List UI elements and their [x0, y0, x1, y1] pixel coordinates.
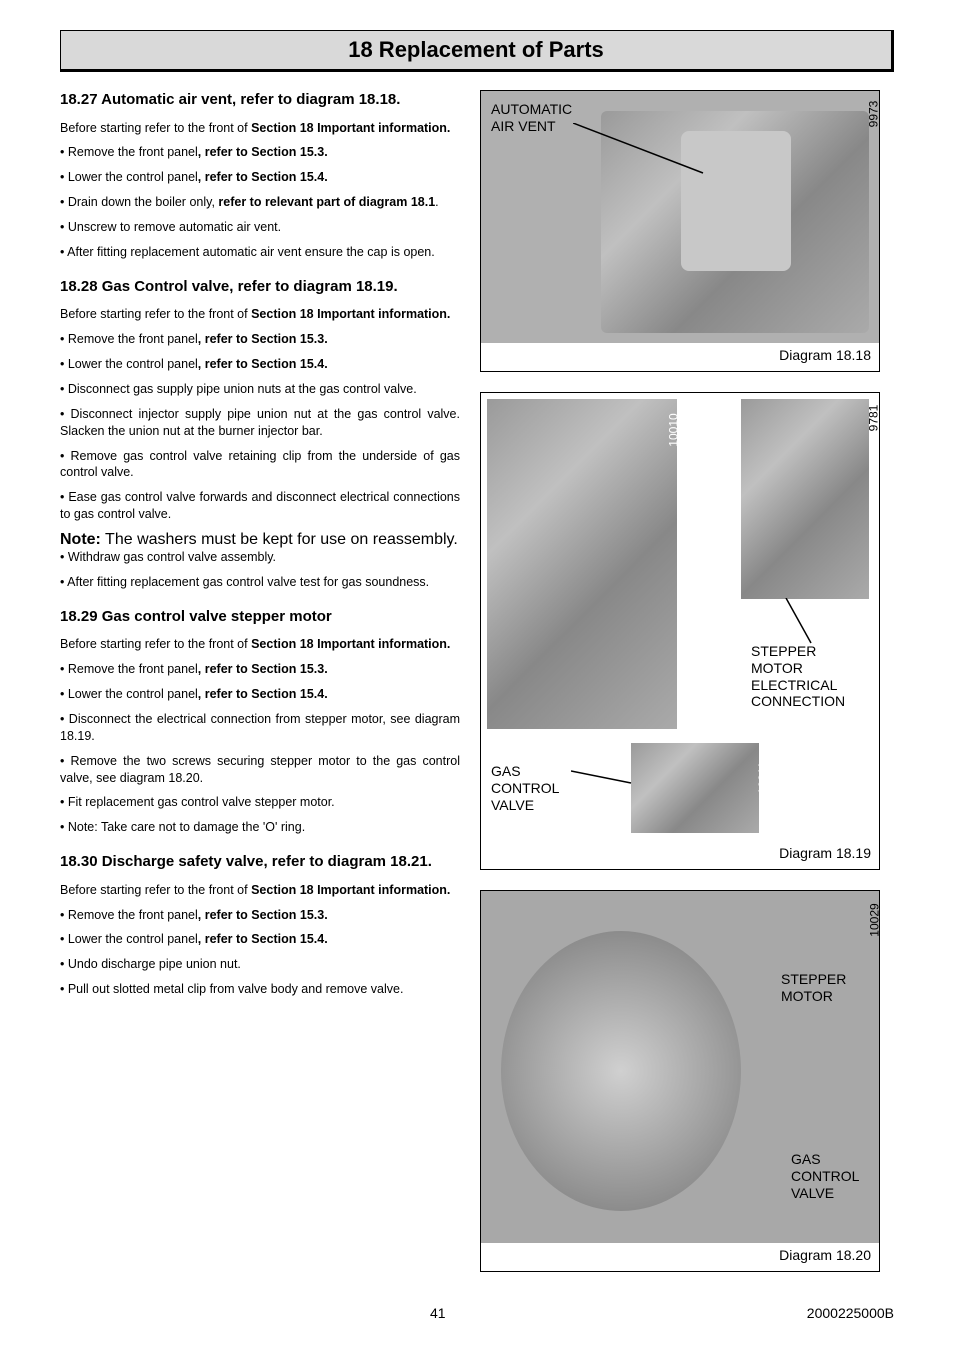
label-gas-control-valve: GAS CONTROL VALVE	[791, 1151, 859, 1201]
page-footer: 41 2000225000B	[60, 1305, 894, 1321]
heading-18-27: 18.27 Automatic air vent, refer to diagr…	[60, 90, 460, 110]
intro-18-28: Before starting refer to the front of Se…	[60, 306, 460, 323]
part-number: 9973	[867, 101, 879, 128]
bullet: • Lower the control panel, refer to Sect…	[60, 686, 460, 703]
diagram-photo: AUTOMATIC AIR VENT 9973	[481, 91, 879, 343]
heading-18-29: 18.29 Gas control valve stepper motor	[60, 607, 460, 627]
right-column: AUTOMATIC AIR VENT 9973 Diagram 18.18 10…	[480, 90, 880, 1292]
label-automatic-air-vent: AUTOMATIC AIR VENT	[491, 101, 572, 135]
bullet: • Remove the front panel, refer to Secti…	[60, 144, 460, 161]
part-number: 10011	[756, 762, 770, 794]
intro-18-27: Before starting refer to the front of Se…	[60, 120, 460, 137]
intro-18-30: Before starting refer to the front of Se…	[60, 882, 460, 899]
diagram-caption: Diagram 18.20	[481, 1243, 879, 1269]
bullet: • Lower the control panel, refer to Sect…	[60, 931, 460, 948]
bullet: • Undo discharge pipe union nut.	[60, 956, 460, 973]
diagram-photo: 10010 9781 10011 STEPPER MOTOR ELECTRICA…	[481, 393, 879, 841]
diagram-18-20: 10029 STEPPER MOTOR GAS CONTROL VALVE Di…	[480, 890, 880, 1272]
diagram-photo: 10029 STEPPER MOTOR GAS CONTROL VALVE	[481, 891, 879, 1243]
part-number: 10010	[667, 413, 681, 446]
page-header: 18 Replacement of Parts	[60, 30, 894, 72]
bullet: • After fitting replacement automatic ai…	[60, 244, 460, 261]
bullet: • Remove the two screws securing stepper…	[60, 753, 460, 787]
bullet: • Remove gas control valve retaining cli…	[60, 448, 460, 482]
bullet: • Remove the front panel, refer to Secti…	[60, 331, 460, 348]
page-number: 41	[430, 1305, 446, 1321]
document-number: 2000225000B	[807, 1305, 894, 1321]
bullet: • After fitting replacement gas control …	[60, 574, 460, 591]
bullet: • Pull out slotted metal clip from valve…	[60, 981, 460, 998]
bullet: • Ease gas control valve forwards and di…	[60, 489, 460, 523]
bullet: • Remove the front panel, refer to Secti…	[60, 661, 460, 678]
part-number: 10029	[867, 903, 879, 936]
page-title: 18 Replacement of Parts	[61, 37, 891, 63]
bullet: • Lower the control panel, refer to Sect…	[60, 356, 460, 373]
part-number: 9781	[867, 405, 879, 432]
callout-arrow-icon	[771, 598, 821, 648]
diagram-18-19: 10010 9781 10011 STEPPER MOTOR ELECTRICA…	[480, 392, 880, 870]
left-column: 18.27 Automatic air vent, refer to diagr…	[60, 90, 460, 1292]
content-columns: 18.27 Automatic air vent, refer to diagr…	[60, 90, 894, 1292]
diagram-caption: Diagram 18.18	[481, 343, 879, 369]
bullet: • Drain down the boiler only, refer to r…	[60, 194, 460, 211]
callout-arrow-icon	[571, 763, 641, 793]
diagram-18-18: AUTOMATIC AIR VENT 9973 Diagram 18.18	[480, 90, 880, 372]
heading-18-30: 18.30 Discharge safety valve, refer to d…	[60, 852, 460, 872]
bullet: • Fit replacement gas control valve step…	[60, 794, 460, 811]
diagram-caption: Diagram 18.19	[481, 841, 879, 867]
bullet: • Lower the control panel, refer to Sect…	[60, 169, 460, 186]
bullet: • Note: Take care not to damage the 'O' …	[60, 819, 460, 836]
label-stepper-motor-connection: STEPPER MOTOR ELECTRICAL CONNECTION	[751, 643, 845, 710]
bullet: • Withdraw gas control valve assembly.	[60, 549, 460, 566]
bullet: • Disconnect gas supply pipe union nuts …	[60, 381, 460, 398]
callout-arrow-icon	[573, 123, 713, 183]
intro-18-29: Before starting refer to the front of Se…	[60, 636, 460, 653]
label-stepper-motor: STEPPER MOTOR	[781, 971, 846, 1005]
bullet: • Unscrew to remove automatic air vent.	[60, 219, 460, 236]
label-gas-control-valve: GAS CONTROL VALVE	[491, 763, 559, 813]
bullet: • Disconnect the electrical connection f…	[60, 711, 460, 745]
heading-18-28: 18.28 Gas Control valve, refer to diagra…	[60, 277, 460, 297]
bullet: • Disconnect injector supply pipe union …	[60, 406, 460, 440]
bullet: • Remove the front panel, refer to Secti…	[60, 907, 460, 924]
